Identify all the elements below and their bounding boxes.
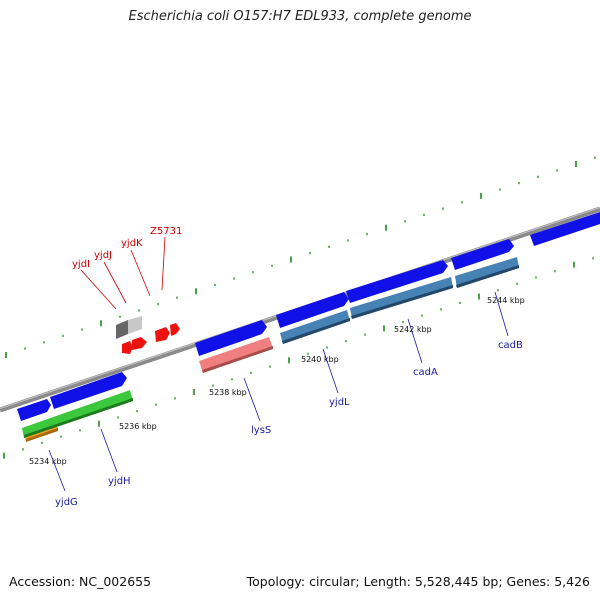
gene-red-1[interactable] xyxy=(122,341,133,354)
topology-text: Topology: circular; Length: 5,528,445 bp… xyxy=(246,574,590,589)
kbp-label-5238: 5238 kbp xyxy=(209,388,247,397)
cds-features xyxy=(22,257,519,442)
callout-line-yjdL xyxy=(322,348,339,394)
cds-cadB-shadow xyxy=(456,265,519,288)
gene-arrow-1[interactable] xyxy=(17,399,51,421)
cds-yjdH[interactable] xyxy=(22,390,133,438)
gene-yjdK[interactable] xyxy=(132,337,147,350)
upper-feature-group xyxy=(116,316,180,354)
gene-label-cadA[interactable]: cadA xyxy=(413,367,438,378)
gene-labels-red: yjdI yjdJ yjdK Z5731 xyxy=(72,226,182,270)
gene-label-yjdI[interactable]: yjdI xyxy=(72,259,90,270)
gene-arrow-6[interactable] xyxy=(451,239,514,270)
cds-lysS[interactable] xyxy=(199,337,273,373)
forward-genes xyxy=(17,212,600,421)
gene-label-Z5731[interactable]: Z5731 xyxy=(150,226,182,237)
cds-yjdH-shadow xyxy=(24,398,133,438)
callout-line-yjdK xyxy=(130,249,151,297)
callout-line-yjdJ xyxy=(103,261,127,304)
gene-yjdJ[interactable] xyxy=(128,316,142,334)
gene-label-yjdL[interactable]: yjdL xyxy=(329,397,350,408)
gene-arrow-2[interactable] xyxy=(50,372,127,409)
callout-lines-red xyxy=(80,236,166,310)
cds-yjdG-shadow xyxy=(26,428,58,442)
tick-row-lower xyxy=(3,257,594,459)
gene-arrow-4[interactable] xyxy=(276,292,349,328)
gene-labels-blue: yjdG yjdH lysS yjdL cadA cadB xyxy=(55,340,523,508)
callout-line-lysS xyxy=(243,377,261,422)
cds-yjdL[interactable] xyxy=(280,310,350,344)
cds-yjdL-shadow xyxy=(282,318,350,344)
accession-text: Accession: NC_002655 xyxy=(9,574,152,589)
kbp-label-5240: 5240 kbp xyxy=(301,355,339,364)
cds-cadA-shadow xyxy=(351,285,453,319)
callout-line-yjdH xyxy=(100,428,118,473)
kbp-label-5244: 5244 kbp xyxy=(487,296,525,305)
gene-arrow-7[interactable] xyxy=(530,212,600,246)
callout-line-cadB xyxy=(494,291,509,337)
callout-line-cadA xyxy=(407,318,423,364)
gene-label-yjdJ[interactable]: yjdJ xyxy=(94,250,112,261)
gene-label-yjdG[interactable]: yjdG xyxy=(55,497,78,508)
gene-label-yjdH[interactable]: yjdH xyxy=(108,476,131,487)
kbp-label-5242: 5242 kbp xyxy=(394,325,432,334)
gene-arrow-5[interactable] xyxy=(346,260,448,303)
callout-line-Z5731 xyxy=(161,236,166,291)
gene-arrow-3[interactable] xyxy=(195,320,267,356)
gene-yjdI[interactable] xyxy=(116,320,128,339)
gene-label-cadB[interactable]: cadB xyxy=(498,340,523,351)
kbp-label-5236: 5236 kbp xyxy=(119,422,157,431)
callout-line-yjdG xyxy=(48,449,66,492)
gene-red-2[interactable] xyxy=(170,323,180,336)
gene-label-yjdK[interactable]: yjdK xyxy=(121,238,143,249)
callout-line-yjdI xyxy=(80,269,117,310)
callout-lines-blue xyxy=(48,291,509,492)
kbp-labels: 5234 kbp 5236 kbp 5238 kbp 5240 kbp 5242… xyxy=(29,296,525,466)
tick-row-upper xyxy=(5,156,596,358)
cds-lysS-shadow xyxy=(202,346,273,373)
gene-Z5731[interactable] xyxy=(155,327,170,342)
kbp-label-5234: 5234 kbp xyxy=(29,457,67,466)
gene-label-lysS[interactable]: lysS xyxy=(251,425,271,436)
page-title: Escherichia coli O157:H7 EDL933, complet… xyxy=(128,9,472,24)
